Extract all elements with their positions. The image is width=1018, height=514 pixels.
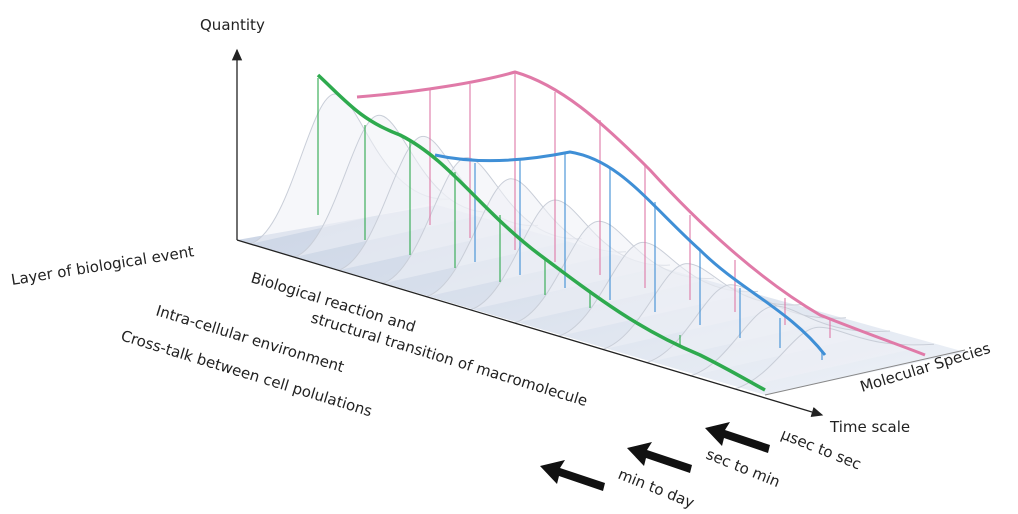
slices bbox=[250, 94, 934, 389]
diagram: Quantity Layer of biological event Biolo… bbox=[0, 0, 1018, 514]
scale-label: sec to min bbox=[704, 445, 783, 491]
axis-label: Time scale bbox=[829, 418, 910, 436]
axis-label: Quantity bbox=[200, 16, 265, 34]
layer-title: Layer of biological event bbox=[10, 242, 195, 289]
scale-label: min to day bbox=[616, 465, 697, 512]
